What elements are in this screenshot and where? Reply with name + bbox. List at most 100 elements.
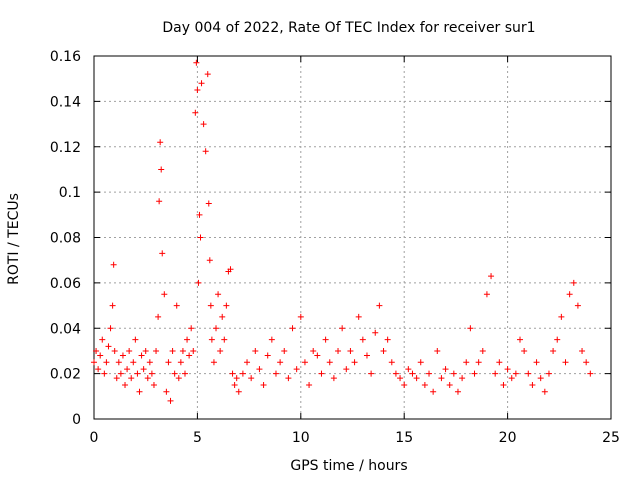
data-point	[314, 352, 321, 359]
data-point	[339, 325, 346, 332]
x-axis-label: GPS time / hours	[290, 458, 407, 474]
data-point	[574, 302, 581, 309]
data-point	[252, 347, 259, 354]
data-point	[438, 375, 445, 382]
data-point	[206, 257, 213, 264]
data-point	[256, 366, 263, 373]
data-point	[355, 313, 362, 320]
data-point	[144, 375, 151, 382]
data-point	[227, 266, 234, 273]
data-point	[289, 325, 296, 332]
x-tick-label: 0	[90, 430, 99, 446]
data-point	[171, 370, 178, 377]
data-point	[215, 291, 222, 298]
data-point	[475, 359, 482, 366]
data-point	[479, 347, 486, 354]
y-axis-label: ROTI / TECUs	[6, 193, 22, 285]
data-point	[146, 359, 153, 366]
data-point	[388, 359, 395, 366]
data-point	[113, 375, 120, 382]
data-point	[101, 370, 108, 377]
data-point	[335, 347, 342, 354]
data-point	[239, 370, 246, 377]
data-points	[91, 59, 594, 404]
data-point	[545, 370, 552, 377]
data-point	[161, 291, 168, 298]
data-point	[310, 347, 317, 354]
data-point	[208, 336, 215, 343]
data-point	[117, 370, 124, 377]
data-point	[446, 381, 453, 388]
y-tick-label: 0.06	[50, 276, 81, 292]
data-point	[109, 302, 116, 309]
data-point	[221, 336, 228, 343]
data-point	[231, 381, 238, 388]
data-point	[380, 347, 387, 354]
data-point	[207, 302, 214, 309]
data-point	[156, 198, 163, 205]
data-point	[119, 352, 126, 359]
data-point	[405, 366, 412, 373]
data-point	[301, 359, 308, 366]
data-point	[217, 347, 224, 354]
data-point	[181, 370, 188, 377]
data-point	[105, 343, 112, 350]
data-point	[195, 279, 202, 286]
data-point	[264, 352, 271, 359]
data-point	[525, 370, 532, 377]
data-point	[142, 347, 149, 354]
data-point	[210, 359, 217, 366]
y-tick-label: 0.12	[50, 140, 81, 156]
data-point	[583, 359, 590, 366]
data-point	[541, 388, 548, 395]
data-point	[450, 370, 457, 377]
x-tick-label: 10	[292, 430, 310, 446]
data-point	[566, 291, 573, 298]
data-point	[198, 80, 205, 87]
data-point	[223, 302, 230, 309]
data-point	[244, 359, 251, 366]
x-tick-label: 15	[395, 430, 413, 446]
data-point	[579, 347, 586, 354]
data-point	[359, 336, 366, 343]
data-point	[517, 336, 524, 343]
data-point	[471, 370, 478, 377]
x-axis-ticks: 0 5 10 15 20 25	[90, 56, 620, 446]
x-tick-label: 25	[602, 430, 620, 446]
data-point	[343, 366, 350, 373]
data-point	[179, 347, 186, 354]
data-point	[200, 121, 207, 128]
data-point	[376, 302, 383, 309]
data-point	[268, 336, 275, 343]
data-point	[111, 347, 118, 354]
y-tick-label: 0	[72, 412, 81, 428]
data-point	[169, 347, 176, 354]
data-point	[537, 375, 544, 382]
data-point	[488, 273, 495, 280]
data-point	[454, 388, 461, 395]
data-point	[496, 359, 503, 366]
data-point	[413, 375, 420, 382]
data-point	[554, 336, 561, 343]
data-point	[297, 313, 304, 320]
data-point	[140, 366, 147, 373]
data-point	[293, 366, 300, 373]
data-point	[248, 375, 255, 382]
data-point	[107, 325, 114, 332]
data-point	[392, 370, 399, 377]
data-point	[194, 87, 201, 94]
data-point	[322, 336, 329, 343]
data-point	[155, 313, 162, 320]
data-point	[115, 359, 122, 366]
data-point	[235, 388, 242, 395]
data-point	[124, 366, 131, 373]
data-point	[533, 359, 540, 366]
data-point	[467, 325, 474, 332]
data-point	[153, 347, 160, 354]
data-point	[99, 336, 106, 343]
data-point	[550, 347, 557, 354]
data-point	[196, 211, 203, 218]
data-point	[158, 166, 165, 173]
data-point	[272, 370, 279, 377]
